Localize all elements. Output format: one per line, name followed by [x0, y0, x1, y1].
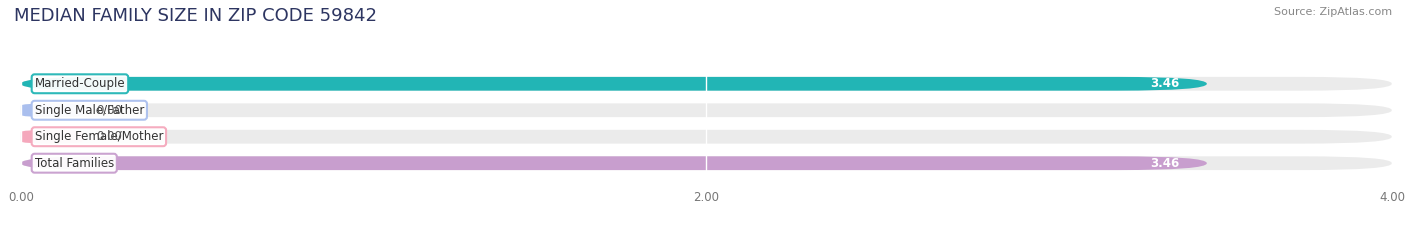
FancyBboxPatch shape	[21, 103, 1392, 117]
Text: 0.00: 0.00	[97, 104, 122, 117]
FancyBboxPatch shape	[21, 130, 1392, 144]
Text: MEDIAN FAMILY SIZE IN ZIP CODE 59842: MEDIAN FAMILY SIZE IN ZIP CODE 59842	[14, 7, 377, 25]
Text: 0.00: 0.00	[97, 130, 122, 143]
FancyBboxPatch shape	[21, 77, 1206, 91]
FancyBboxPatch shape	[21, 156, 1392, 170]
FancyBboxPatch shape	[21, 77, 1392, 91]
Text: Source: ZipAtlas.com: Source: ZipAtlas.com	[1274, 7, 1392, 17]
Text: 3.46: 3.46	[1150, 77, 1180, 90]
FancyBboxPatch shape	[21, 156, 1206, 170]
Text: Total Families: Total Families	[35, 157, 114, 170]
FancyBboxPatch shape	[21, 103, 83, 117]
Text: Married-Couple: Married-Couple	[35, 77, 125, 90]
Text: Single Female/Mother: Single Female/Mother	[35, 130, 163, 143]
Text: 3.46: 3.46	[1150, 157, 1180, 170]
FancyBboxPatch shape	[21, 130, 83, 144]
Text: Single Male/Father: Single Male/Father	[35, 104, 143, 117]
